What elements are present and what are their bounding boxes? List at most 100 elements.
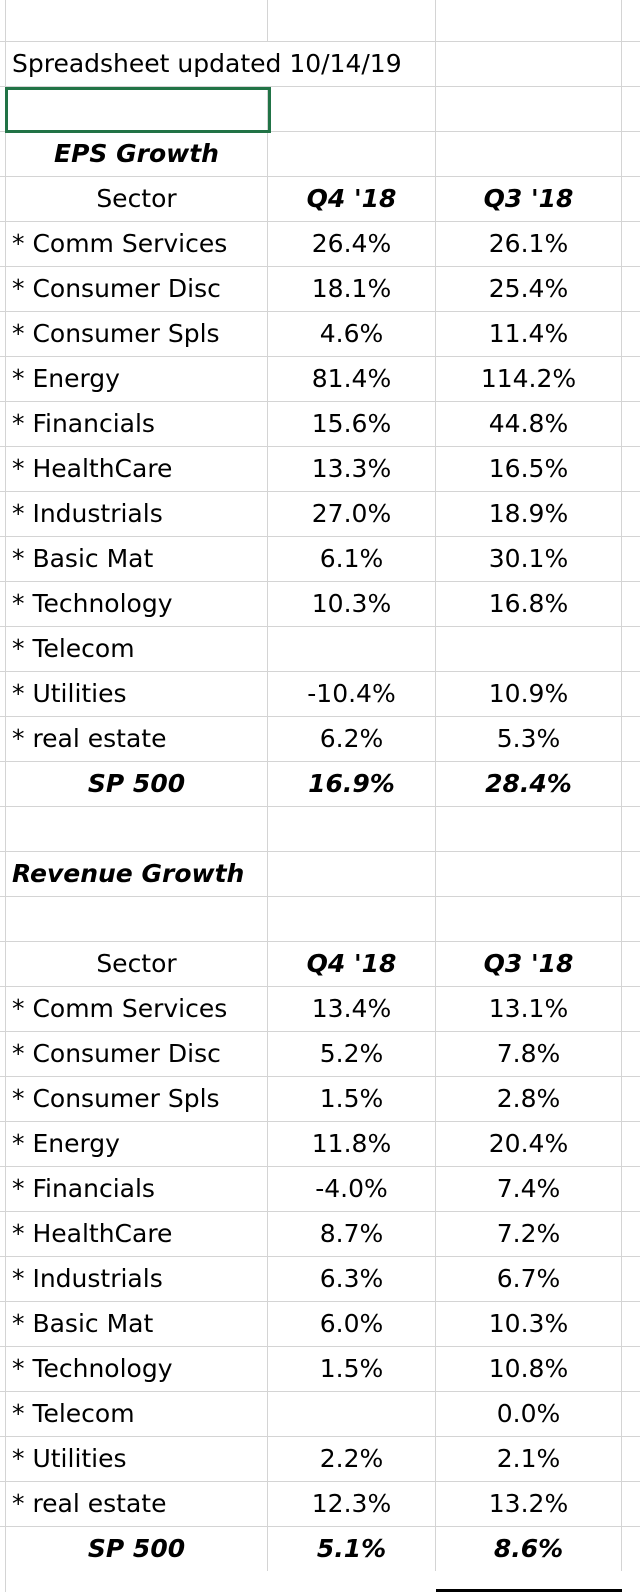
sector-cell[interactable]: * Telecom	[6, 627, 268, 671]
cell[interactable]	[622, 942, 640, 986]
q3-total-cell[interactable]: 28.4%	[436, 762, 622, 806]
sector-cell[interactable]: * HealthCare	[6, 1212, 268, 1256]
q4-value-cell[interactable]: 5.2%	[268, 1032, 436, 1076]
cell[interactable]	[622, 1482, 640, 1526]
q3-value-cell[interactable]: 6.7%	[436, 1257, 622, 1301]
q4-value-cell[interactable]: -10.4%	[268, 672, 436, 716]
cell[interactable]	[622, 1347, 640, 1391]
column-header-q3[interactable]: Q3 '18	[436, 177, 622, 221]
revenue-growth-heading[interactable]: Revenue Growth	[6, 852, 268, 896]
cell[interactable]	[622, 1527, 640, 1571]
cell[interactable]	[622, 537, 640, 581]
cell[interactable]	[268, 0, 436, 41]
q4-value-cell[interactable]: 4.6%	[268, 312, 436, 356]
q3-value-cell[interactable]: 114.2%	[436, 357, 622, 401]
cell[interactable]	[622, 357, 640, 401]
q3-value-cell[interactable]: 20.4%	[436, 1122, 622, 1166]
cell[interactable]	[622, 582, 640, 626]
q3-value-cell[interactable]: 11.4%	[436, 312, 622, 356]
cell[interactable]	[622, 1302, 640, 1346]
q3-value-cell[interactable]	[436, 627, 622, 671]
column-header-sector[interactable]: Sector	[6, 177, 268, 221]
q3-value-cell[interactable]: 13.2%	[436, 1482, 622, 1526]
sector-cell[interactable]: * HealthCare	[6, 447, 268, 491]
cell[interactable]	[622, 627, 640, 671]
cell[interactable]	[436, 852, 622, 896]
q3-total-cell[interactable]: 8.6%	[436, 1527, 622, 1571]
q4-value-cell[interactable]: 15.6%	[268, 402, 436, 446]
q4-value-cell[interactable]: 6.1%	[268, 537, 436, 581]
q4-total-cell[interactable]: 5.1%	[268, 1527, 436, 1571]
cell[interactable]	[268, 132, 436, 176]
cell[interactable]	[436, 42, 622, 86]
q3-value-cell[interactable]: 13.1%	[436, 987, 622, 1031]
cell[interactable]	[622, 492, 640, 536]
cell[interactable]	[436, 897, 622, 941]
q4-value-cell[interactable]: 12.3%	[268, 1482, 436, 1526]
q4-value-cell[interactable]: 6.2%	[268, 717, 436, 761]
q3-value-cell[interactable]: 7.8%	[436, 1032, 622, 1076]
q4-value-cell[interactable]: 6.3%	[268, 1257, 436, 1301]
sector-cell[interactable]: * Telecom	[6, 1392, 268, 1436]
q4-value-cell[interactable]	[268, 1392, 436, 1436]
cell[interactable]	[436, 807, 622, 851]
q4-total-cell[interactable]: 16.9%	[268, 762, 436, 806]
sector-cell[interactable]: * Financials	[6, 1167, 268, 1211]
q4-value-cell[interactable]: 6.0%	[268, 1302, 436, 1346]
sector-cell[interactable]: * Financials	[6, 402, 268, 446]
cell[interactable]	[268, 807, 436, 851]
cell[interactable]	[436, 132, 622, 176]
cell[interactable]	[622, 267, 640, 311]
cell[interactable]	[622, 312, 640, 356]
cell[interactable]	[6, 0, 268, 41]
sector-cell[interactable]: * Technology	[6, 1347, 268, 1391]
sector-cell[interactable]: * Consumer Disc	[6, 267, 268, 311]
q3-value-cell[interactable]: 10.3%	[436, 1302, 622, 1346]
sector-cell[interactable]: * Utilities	[6, 672, 268, 716]
sector-cell[interactable]: * Consumer Spls	[6, 312, 268, 356]
cell[interactable]	[622, 762, 640, 806]
column-header-q3[interactable]: Q3 '18	[436, 942, 622, 986]
cell[interactable]	[268, 852, 436, 896]
cell[interactable]	[268, 42, 436, 86]
q3-value-cell[interactable]: 44.8%	[436, 402, 622, 446]
q3-value-cell[interactable]: 30.1%	[436, 537, 622, 581]
cell[interactable]	[622, 447, 640, 491]
q4-value-cell[interactable]: 10.3%	[268, 582, 436, 626]
q3-value-cell[interactable]: 7.4%	[436, 1167, 622, 1211]
column-header-sector[interactable]: Sector	[6, 942, 268, 986]
cell[interactable]	[622, 402, 640, 446]
sector-cell[interactable]: * Utilities	[6, 1437, 268, 1481]
cell[interactable]	[622, 852, 640, 896]
q4-value-cell[interactable]: 13.3%	[268, 447, 436, 491]
cell[interactable]	[268, 897, 436, 941]
sector-cell[interactable]: * Technology	[6, 582, 268, 626]
cell[interactable]	[622, 1257, 640, 1301]
cell[interactable]	[622, 987, 640, 1031]
q4-value-cell[interactable]: -4.0%	[268, 1167, 436, 1211]
q3-value-cell[interactable]: 5.3%	[436, 717, 622, 761]
spreadsheet-title[interactable]: Spreadsheet updated 10/14/19	[12, 49, 402, 78]
sp500-total-label[interactable]: SP 500	[6, 762, 268, 806]
cell[interactable]	[6, 807, 268, 851]
eps-growth-heading[interactable]: EPS Growth	[6, 132, 268, 176]
cell[interactable]	[622, 897, 640, 941]
q4-value-cell[interactable]: 27.0%	[268, 492, 436, 536]
cell[interactable]	[622, 1167, 640, 1211]
cell[interactable]	[622, 1077, 640, 1121]
cell[interactable]	[622, 87, 640, 131]
column-header-q4[interactable]: Q4 '18	[268, 177, 436, 221]
q4-value-cell[interactable]: 81.4%	[268, 357, 436, 401]
cell[interactable]	[622, 132, 640, 176]
q3-value-cell[interactable]: 10.9%	[436, 672, 622, 716]
sector-cell[interactable]: * Comm Services	[6, 222, 268, 266]
sector-cell[interactable]: * Consumer Disc	[6, 1032, 268, 1076]
q3-value-cell[interactable]: 25.4%	[436, 267, 622, 311]
sector-cell[interactable]: * Energy	[6, 357, 268, 401]
q4-value-cell[interactable]	[268, 627, 436, 671]
sector-cell[interactable]: * Industrials	[6, 1257, 268, 1301]
cell[interactable]	[622, 177, 640, 221]
q3-value-cell[interactable]: 7.2%	[436, 1212, 622, 1256]
q4-value-cell[interactable]: 2.2%	[268, 1437, 436, 1481]
q4-value-cell[interactable]: 13.4%	[268, 987, 436, 1031]
